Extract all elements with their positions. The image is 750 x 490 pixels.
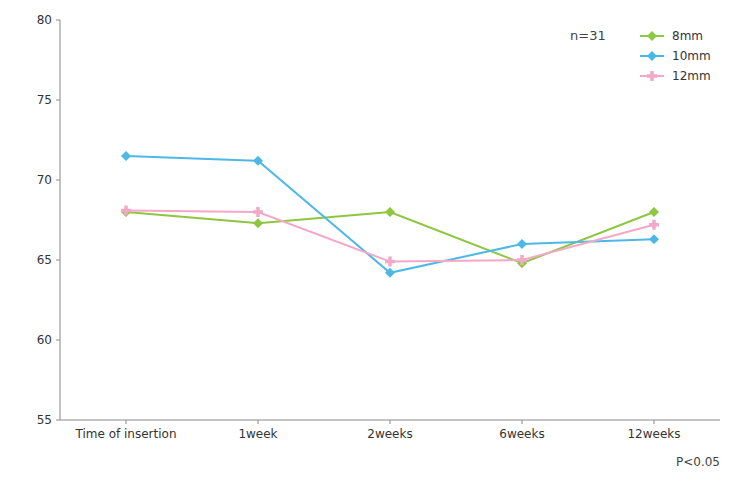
x-tick-label: 2weeks <box>367 427 412 441</box>
y-tick-label: 70 <box>37 173 52 187</box>
x-tick <box>258 420 259 424</box>
series-marker <box>385 257 395 267</box>
chart-svg: 55 60 65 70 75 80 Time of insertion 1week 2weeks… <box>0 0 750 490</box>
legend-marker <box>647 51 657 61</box>
legend-label: 8mm <box>672 29 703 43</box>
series-line <box>126 156 654 273</box>
legend-label: 10mm <box>672 49 711 63</box>
plot-area <box>121 151 659 278</box>
y-tick <box>56 100 60 101</box>
series-marker <box>385 207 395 217</box>
legend-label: 12mm <box>672 69 711 83</box>
annotation: n=31 <box>570 28 606 43</box>
chart-container: 55 60 65 70 75 80 Time of insertion 1week 2weeks… <box>0 0 750 490</box>
series-marker <box>253 156 263 166</box>
legend-marker <box>647 71 657 81</box>
legend-marker <box>647 31 657 41</box>
y-tick-label: 60 <box>37 333 52 347</box>
legend: 8mm 10mm 12mm <box>640 29 711 83</box>
y-tick-label: 75 <box>37 93 52 107</box>
y-tick <box>56 260 60 261</box>
y-tick <box>56 20 60 21</box>
x-tick <box>390 420 391 424</box>
x-tick-label: 12weeks <box>627 427 680 441</box>
x-tick-label: Time of insertion <box>74 427 176 441</box>
series-line <box>126 212 654 263</box>
series-marker <box>517 239 527 249</box>
y-tick <box>56 420 60 421</box>
series-marker <box>649 234 659 244</box>
series-marker <box>649 207 659 217</box>
y-tick-label: 55 <box>37 413 52 427</box>
annotation: P<0.05 <box>676 455 720 469</box>
x-tick-label: 1week <box>238 427 277 441</box>
series-marker <box>649 220 659 230</box>
y-tick <box>56 340 60 341</box>
series-marker <box>253 207 263 217</box>
x-tick <box>654 420 655 424</box>
series-marker <box>517 255 527 265</box>
series-marker <box>121 205 131 215</box>
y-tick <box>56 180 60 181</box>
x-tick <box>126 420 127 424</box>
series-line <box>126 210 654 261</box>
x-tick-label: 6weeks <box>499 427 544 441</box>
series-marker <box>253 218 263 228</box>
series-marker <box>121 151 131 161</box>
y-tick-label: 65 <box>37 253 52 267</box>
y-axis-line <box>60 20 61 420</box>
series-marker <box>385 268 395 278</box>
x-tick <box>522 420 523 424</box>
y-tick-label: 80 <box>37 13 52 27</box>
